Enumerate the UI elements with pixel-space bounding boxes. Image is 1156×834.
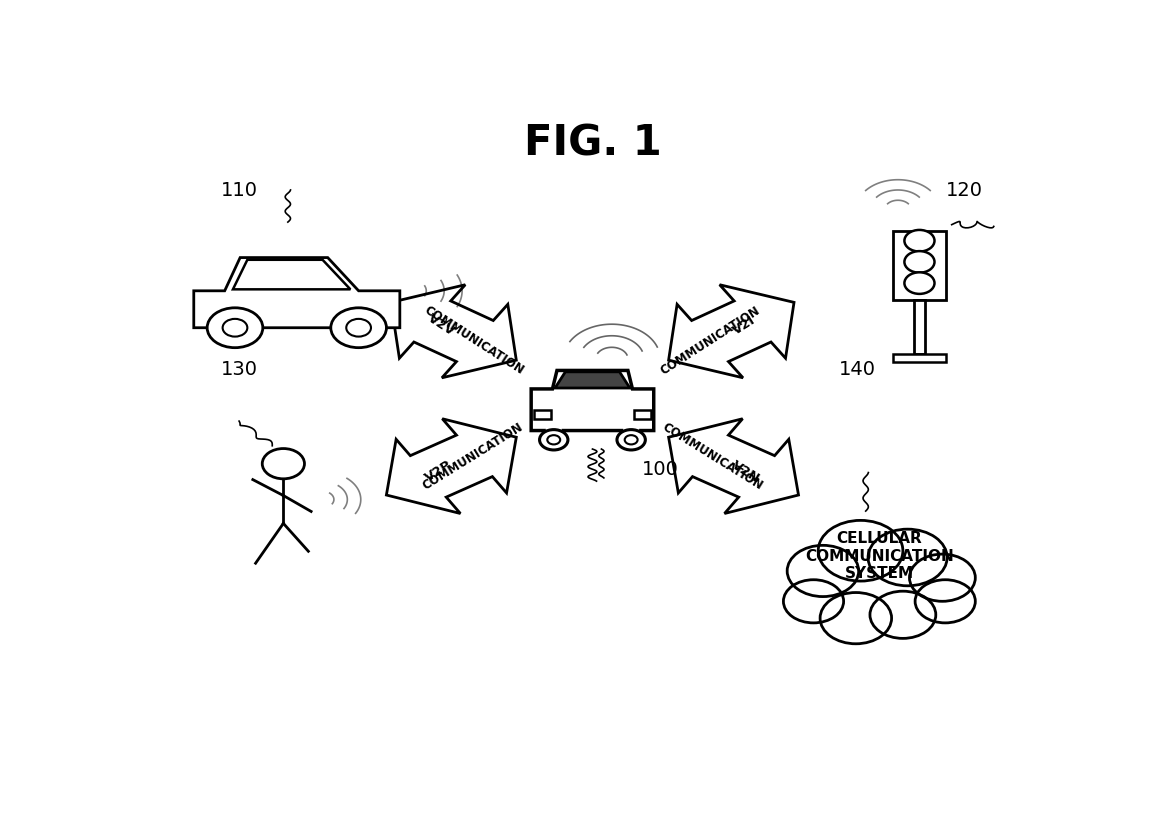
Text: COMMUNICATION: COMMUNICATION [660,421,765,493]
Circle shape [207,308,262,348]
Text: V2I: V2I [731,314,757,338]
Text: 120: 120 [947,181,984,199]
Text: 130: 130 [221,360,258,379]
Polygon shape [194,258,400,328]
Circle shape [820,592,891,644]
Text: COMMUNICATION: COMMUNICATION [659,304,763,378]
Text: V2N: V2N [729,458,763,485]
Circle shape [617,430,645,450]
Circle shape [331,308,386,348]
Circle shape [540,430,568,450]
Polygon shape [391,284,517,378]
Bar [892,354,947,362]
Text: COMMUNICATION: COMMUNICATION [420,421,525,493]
Text: COMMUNICATION: COMMUNICATION [422,304,526,378]
Text: 100: 100 [642,460,679,479]
Circle shape [818,520,903,581]
Bar [635,409,651,419]
Text: CELLULAR
COMMUNICATION
SYSTEM: CELLULAR COMMUNICATION SYSTEM [805,531,954,581]
Text: 140: 140 [839,360,876,379]
Text: FIG. 1: FIG. 1 [524,123,661,164]
Circle shape [262,449,304,479]
Text: V2V: V2V [425,312,457,339]
Circle shape [784,580,844,623]
Circle shape [910,554,976,601]
Polygon shape [668,284,794,378]
Bar [914,300,925,354]
Text: V2P: V2P [423,459,454,485]
Bar [534,409,550,419]
Polygon shape [232,259,350,289]
Circle shape [868,529,947,585]
Circle shape [904,230,934,252]
Circle shape [870,591,936,638]
Polygon shape [555,372,630,388]
Polygon shape [386,419,517,514]
Circle shape [904,251,934,273]
Circle shape [904,273,934,294]
Polygon shape [531,370,654,440]
Bar [892,231,947,300]
Text: 110: 110 [221,181,258,199]
Circle shape [787,545,859,596]
Polygon shape [668,419,799,514]
Circle shape [832,547,936,621]
Circle shape [916,580,976,623]
